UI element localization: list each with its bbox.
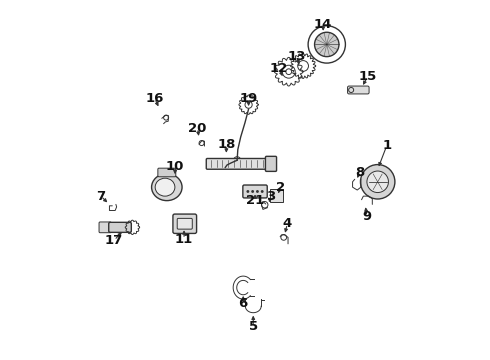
Text: 6: 6 xyxy=(239,297,248,310)
Text: 15: 15 xyxy=(359,70,377,83)
Text: 3: 3 xyxy=(266,190,275,203)
Text: 14: 14 xyxy=(314,18,332,31)
Text: 7: 7 xyxy=(96,190,105,203)
Text: 5: 5 xyxy=(249,320,258,333)
FancyBboxPatch shape xyxy=(173,214,196,233)
Text: 10: 10 xyxy=(166,160,184,173)
FancyBboxPatch shape xyxy=(109,222,131,232)
FancyBboxPatch shape xyxy=(347,86,369,94)
Text: 12: 12 xyxy=(270,62,288,75)
Text: 4: 4 xyxy=(283,217,292,230)
Text: 1: 1 xyxy=(382,139,391,152)
FancyBboxPatch shape xyxy=(243,185,267,198)
FancyBboxPatch shape xyxy=(206,158,268,169)
FancyBboxPatch shape xyxy=(158,168,176,177)
Circle shape xyxy=(251,190,254,193)
Text: 19: 19 xyxy=(240,92,258,105)
FancyBboxPatch shape xyxy=(266,156,276,171)
Circle shape xyxy=(246,190,249,193)
FancyBboxPatch shape xyxy=(270,189,283,202)
Text: 16: 16 xyxy=(146,92,164,105)
Ellipse shape xyxy=(155,178,175,196)
FancyBboxPatch shape xyxy=(177,219,192,229)
Text: 18: 18 xyxy=(217,138,236,151)
Circle shape xyxy=(361,165,395,199)
Circle shape xyxy=(367,171,389,193)
Ellipse shape xyxy=(151,174,182,201)
FancyBboxPatch shape xyxy=(99,222,111,233)
Text: 21: 21 xyxy=(246,194,264,207)
Text: 8: 8 xyxy=(355,166,365,179)
Text: 9: 9 xyxy=(363,210,371,223)
Text: 17: 17 xyxy=(105,234,123,247)
Circle shape xyxy=(315,32,339,57)
Text: 11: 11 xyxy=(175,233,193,246)
Circle shape xyxy=(256,190,259,193)
Text: 13: 13 xyxy=(288,50,306,63)
Text: 20: 20 xyxy=(189,122,207,135)
Circle shape xyxy=(261,190,264,193)
Text: 2: 2 xyxy=(275,181,285,194)
